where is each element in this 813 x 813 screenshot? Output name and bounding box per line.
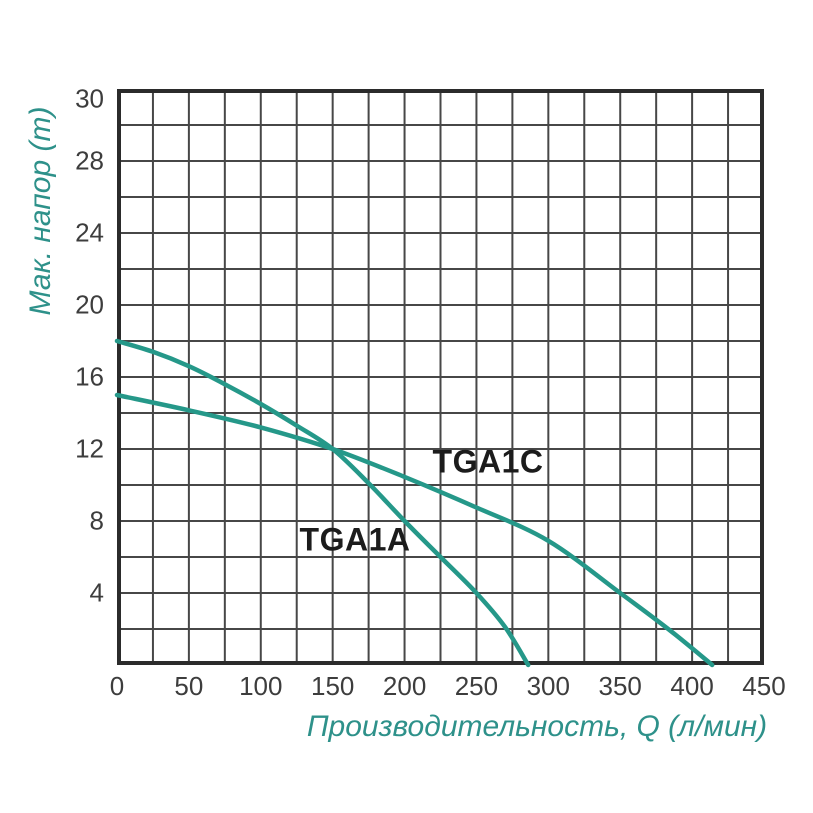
x-tick-0: 0 — [109, 671, 125, 701]
y-tick-16: 16 — [75, 361, 104, 392]
y-tick-20: 20 — [75, 289, 104, 320]
x-axis-title: Производительность, Q (л/мин) — [306, 710, 768, 743]
grid-lines — [117, 89, 764, 665]
x-tick-350: 350 — [598, 671, 642, 701]
y-tick-28: 28 — [75, 145, 104, 176]
x-tick-400: 400 — [670, 671, 714, 701]
x-tick-250: 250 — [454, 671, 499, 701]
curve-tga1c — [114, 392, 715, 668]
x-tick-100: 100 — [239, 671, 283, 701]
y-tick-30: 30 — [75, 83, 104, 114]
y-tick-12: 12 — [75, 433, 104, 464]
curve-label-tga1a: TGA1A — [299, 521, 411, 558]
plot-border — [117, 89, 764, 665]
y-tick-8: 8 — [89, 505, 104, 536]
plot-area: TGA1A TGA1C — [114, 89, 764, 668]
x-tick-450: 450 — [742, 671, 786, 701]
y-tick-24: 24 — [75, 217, 104, 248]
x-axis-ticks: 0 50 100 150 200 250 300 350 400 450 — [110, 671, 786, 703]
x-tick-150: 150 — [310, 671, 355, 701]
curve-label-tga1c: TGA1C — [432, 443, 544, 480]
x-tick-200: 200 — [382, 671, 427, 701]
chart-canvas — [114, 89, 764, 668]
y-axis-title: Мак. напор (m) — [24, 106, 57, 316]
y-tick-4: 4 — [89, 577, 104, 608]
x-tick-300: 300 — [526, 671, 570, 701]
y-axis-ticks: 30 28 24 20 16 12 8 4 — [38, 84, 104, 665]
x-tick-50: 50 — [174, 671, 204, 701]
